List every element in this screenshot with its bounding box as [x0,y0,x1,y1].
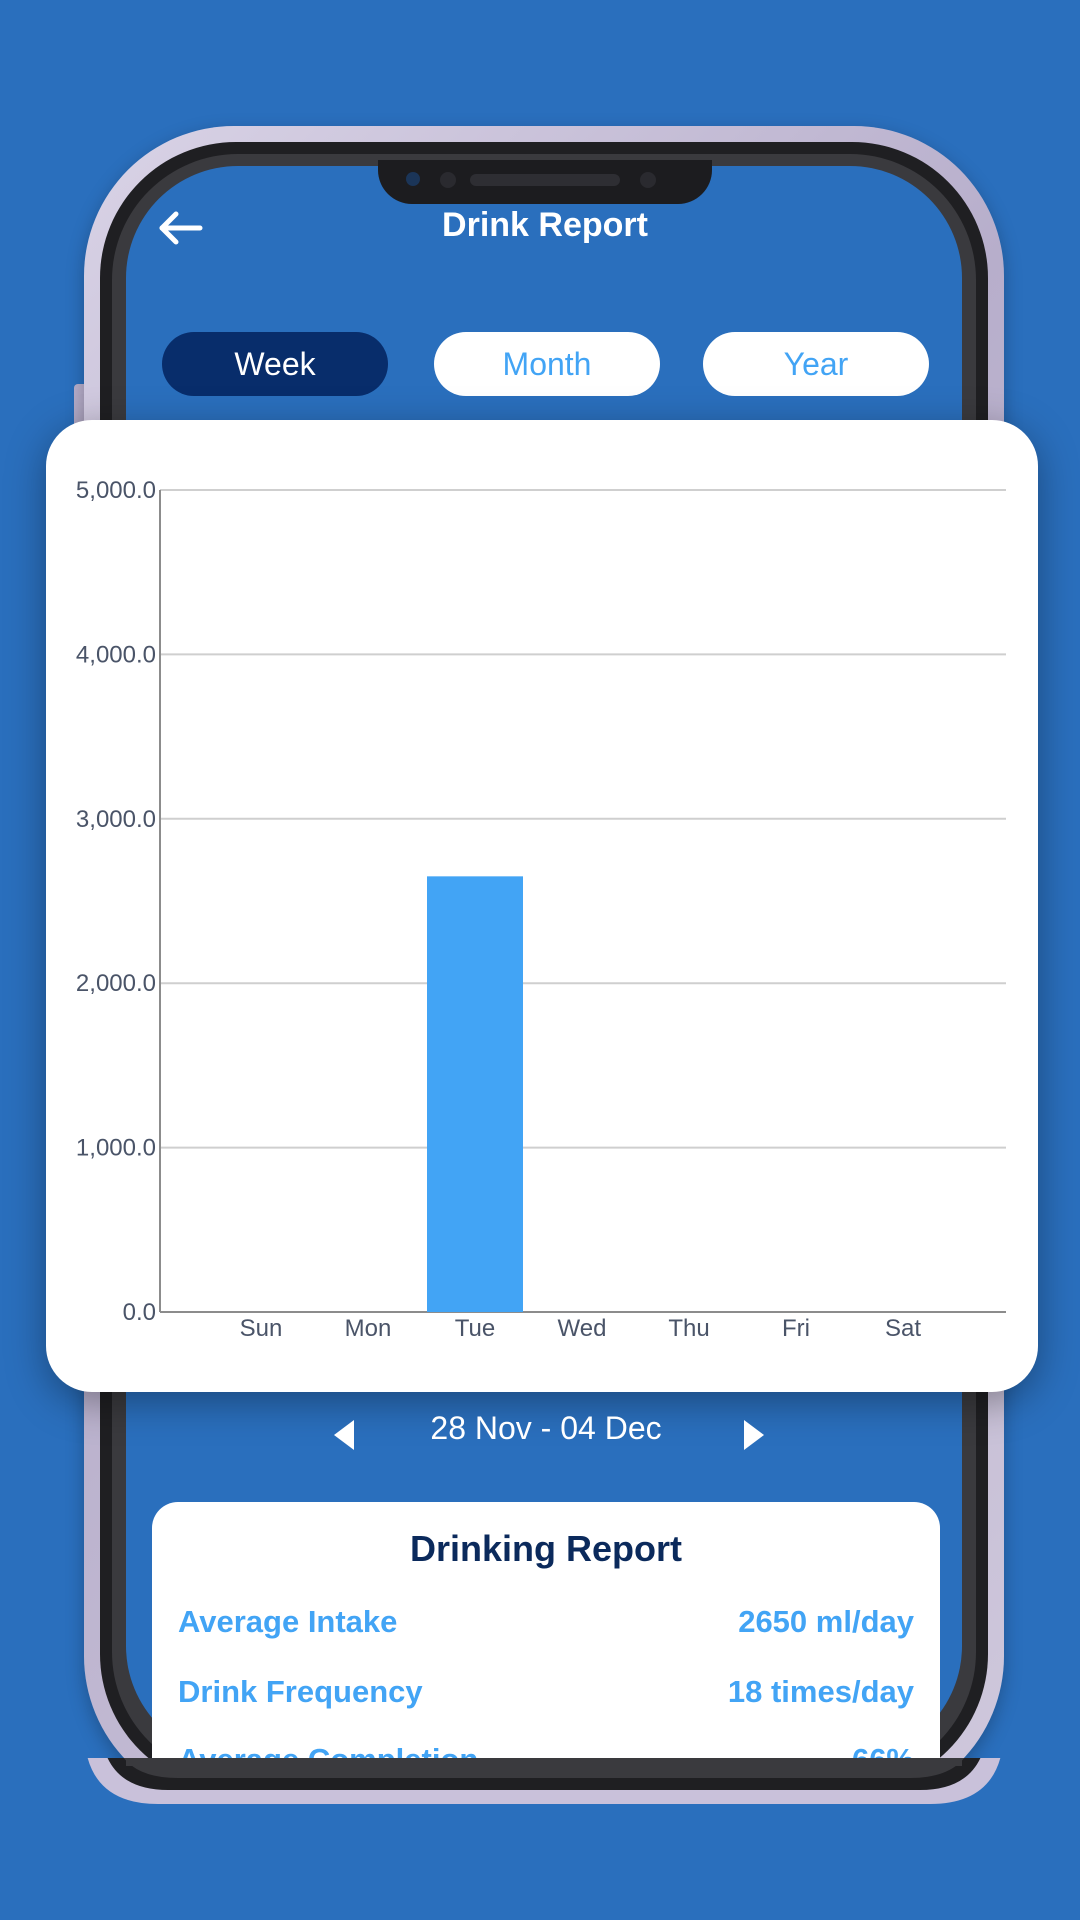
drinking-report-card: Drinking Report Average Intake 2650 ml/d… [152,1502,940,1802]
page-title: Drink Report [442,206,648,244]
triangle-left-icon[interactable] [330,1418,360,1452]
report-label: Drink Frequency [178,1674,423,1709]
camera-icon [406,172,420,186]
x-tick-label: Thu [668,1315,709,1342]
bar-tue [427,876,523,1312]
report-label: Average Completion [178,1742,479,1777]
x-tick-label: Wed [558,1315,607,1342]
x-tick-label: Mon [345,1315,392,1342]
sensor-icon [640,172,656,188]
triangle-right-icon[interactable] [738,1418,768,1452]
y-tick-label: 3,000.0 [76,806,156,833]
date-range-label: 28 Nov - 04 Dec [430,1410,662,1446]
y-tick-label: 4,000.0 [76,641,156,668]
report-row-drink-frequency: Drink Frequency 18 times/day [178,1674,914,1714]
y-tick-label: 2,000.0 [76,970,156,997]
report-row-average-intake: Average Intake 2650 ml/day [178,1604,914,1644]
y-tick-label: 1,000.0 [76,1135,156,1162]
x-tick-label: Tue [455,1315,495,1342]
x-tick-label: Sun [240,1315,283,1342]
report-row-average-completion: Average Completion 66% [178,1742,914,1782]
tab-week[interactable]: Week [162,332,388,396]
arrow-left-icon[interactable] [156,208,204,248]
tab-year[interactable]: Year [703,332,929,396]
y-tick-label: 0.0 [123,1299,156,1326]
chart-card: 0.0 1,000.0 2,000.0 3,000.0 4,000.0 5,000.0 Su… [46,420,1038,1392]
phone-notch [378,160,712,204]
speaker-grille [470,174,620,186]
sensor-icon [440,172,456,188]
report-label: Average Intake [178,1604,398,1639]
x-tick-label: Sat [885,1315,921,1342]
report-value: 66% [851,1742,914,1777]
report-title: Drinking Report [409,1528,682,1569]
bar-chart: 0.0 1,000.0 2,000.0 3,000.0 4,000.0 5,000.0 Su… [76,477,1006,1342]
report-value: 2650 ml/day [738,1604,914,1639]
x-tick-label: Fri [782,1315,810,1342]
y-tick-label: 5,000.0 [76,477,156,504]
report-value: 18 times/day [727,1674,914,1709]
tab-month[interactable]: Month [434,332,660,396]
